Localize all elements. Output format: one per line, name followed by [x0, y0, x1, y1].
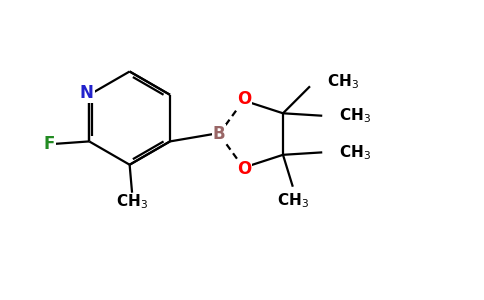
- Text: CH$_3$: CH$_3$: [339, 143, 371, 162]
- Text: N: N: [80, 84, 94, 102]
- Text: CH$_3$: CH$_3$: [339, 106, 371, 125]
- Text: CH$_3$: CH$_3$: [327, 72, 359, 91]
- Text: F: F: [43, 135, 55, 153]
- Text: CH$_3$: CH$_3$: [116, 192, 148, 211]
- Text: O: O: [237, 160, 252, 178]
- Text: B: B: [213, 125, 226, 143]
- Text: CH$_3$: CH$_3$: [277, 191, 309, 210]
- Text: O: O: [237, 91, 252, 109]
